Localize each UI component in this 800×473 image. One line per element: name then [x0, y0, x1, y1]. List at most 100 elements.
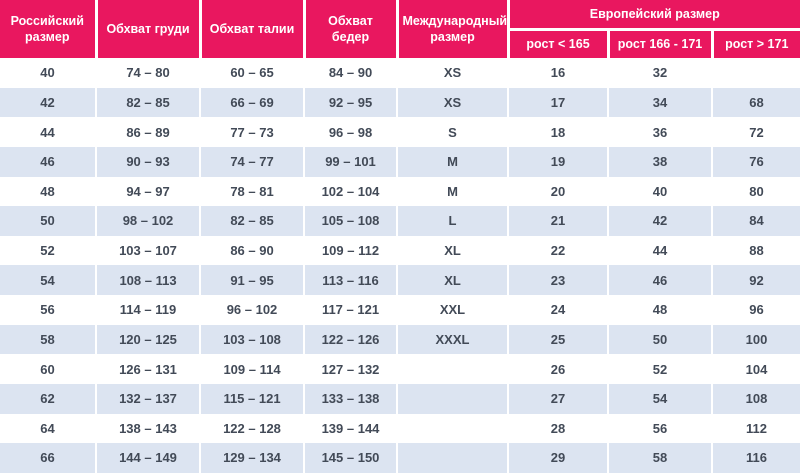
cell-russian-size: 40	[40, 65, 55, 81]
cell-russian-size: 52	[40, 243, 55, 259]
table-body: 40 74 – 80 60 – 65 84 – 90 XS 16 32 42 82 – 85 66…	[0, 58, 800, 473]
table-row: 66 144 – 149 129 – 134 145 – 150 29 58 116	[0, 443, 800, 473]
cell-height-166-171: 56	[607, 413, 712, 444]
cell-international-size: L	[396, 206, 508, 236]
cell-international-size	[396, 443, 508, 473]
cell-international-size: S	[396, 117, 508, 147]
cell-height-gt-171: 88	[711, 235, 800, 266]
cell-russian-size: 50	[40, 213, 55, 229]
cell-height-gt-171: 68	[711, 87, 800, 118]
cell-russian-size: 56	[40, 302, 55, 318]
cell-waist: 91 – 95	[199, 265, 304, 295]
cell-height-lt-165: 17	[507, 87, 608, 118]
cell-russian-size: 64	[40, 420, 55, 436]
cell-height-166-171: 52	[607, 354, 712, 384]
subheader-height-gt-171: рост > 171	[710, 29, 800, 58]
cell-waist: 96 – 102	[199, 295, 304, 325]
table-row: 50 98 – 102 82 – 85 105 – 108 L 21 42 84	[0, 206, 800, 236]
cell-chest: 90 – 93	[95, 146, 200, 177]
cell-height-lt-165: 16	[507, 58, 608, 88]
cell-height-166-171: 42	[607, 206, 712, 236]
cell-height-166-171: 32	[607, 58, 712, 88]
header-waist: Обхват талии	[198, 0, 304, 58]
cell-hips: 113 – 116	[303, 265, 397, 295]
cell-height-gt-171: 100	[711, 324, 800, 355]
cell-international-size: XL	[396, 235, 508, 266]
cell-hips: 133 – 138	[303, 383, 397, 414]
cell-hips: 145 – 150	[303, 443, 397, 473]
table-row: 60 126 – 131 109 – 114 127 – 132 26 52 104	[0, 354, 800, 384]
cell-hips: 109 – 112	[303, 235, 397, 266]
table-row: 64 138 – 143 122 – 128 139 – 144 28 56 112	[0, 413, 800, 444]
cell-chest: 132 – 137	[95, 383, 200, 414]
cell-international-size: M	[396, 176, 508, 207]
cell-waist: 82 – 85	[199, 206, 304, 236]
subheader-height-166-171: рост 166 - 171	[606, 29, 712, 58]
cell-height-166-171: 36	[607, 117, 712, 147]
table-row: 48 94 – 97 78 – 81 102 – 104 M 20 40 80	[0, 176, 800, 207]
cell-height-gt-171: 96	[711, 295, 800, 325]
header-row-main: Российский размер Обхват груди Обхват та…	[0, 0, 800, 58]
cell-russian-size: 62	[40, 391, 55, 407]
cell-waist: 115 – 121	[199, 383, 304, 414]
cell-waist: 109 – 114	[199, 354, 304, 384]
cell-height-lt-165: 27	[507, 383, 608, 414]
cell-chest: 114 – 119	[95, 295, 200, 325]
cell-international-size	[396, 413, 508, 444]
cell-height-166-171: 40	[607, 176, 712, 207]
cell-international-size	[396, 383, 508, 414]
cell-height-lt-165: 26	[507, 354, 608, 384]
cell-international-size: M	[396, 146, 508, 177]
cell-height-lt-165: 21	[507, 206, 608, 236]
cell-hips: 105 – 108	[303, 206, 397, 236]
cell-height-lt-165: 23	[507, 265, 608, 295]
cell-international-size: XS	[396, 58, 508, 88]
cell-height-166-171: 50	[607, 324, 712, 355]
cell-hips: 92 – 95	[303, 87, 397, 118]
cell-height-166-171: 38	[607, 146, 712, 177]
table-row: 62 132 – 137 115 – 121 133 – 138 27 54 108	[0, 383, 800, 414]
header-russian-size: Российский размер	[0, 0, 96, 58]
cell-hips: 102 – 104	[303, 176, 397, 207]
cell-chest: 82 – 85	[95, 87, 200, 118]
cell-chest: 138 – 143	[95, 413, 200, 444]
cell-russian-size: 44	[40, 124, 55, 140]
cell-height-gt-171: 72	[711, 117, 800, 147]
table-row: 40 74 – 80 60 – 65 84 – 90 XS 16 32	[0, 58, 800, 88]
cell-height-lt-165: 19	[507, 146, 608, 177]
header-chest: Обхват груди	[94, 0, 200, 58]
cell-hips: 127 – 132	[303, 354, 397, 384]
cell-height-lt-165: 20	[507, 176, 608, 207]
header-hips: Обхват бедер	[302, 0, 397, 58]
cell-height-gt-171	[711, 58, 800, 88]
cell-waist: 78 – 81	[199, 176, 304, 207]
cell-russian-size: 42	[40, 94, 55, 110]
cell-international-size	[396, 354, 508, 384]
cell-hips: 139 – 144	[303, 413, 397, 444]
cell-hips: 99 – 101	[303, 146, 397, 177]
cell-height-gt-171: 108	[711, 383, 800, 414]
cell-chest: 74 – 80	[95, 58, 200, 88]
cell-chest: 94 – 97	[95, 176, 200, 207]
cell-waist: 86 – 90	[199, 235, 304, 266]
cell-chest: 86 – 89	[95, 117, 200, 147]
cell-hips: 117 – 121	[303, 295, 397, 325]
table-row: 56 114 – 119 96 – 102 117 – 121 XXL 24 48 96	[0, 295, 800, 325]
cell-waist: 60 – 65	[199, 58, 304, 88]
table-header: Российский размер Обхват груди Обхват та…	[0, 0, 800, 58]
cell-russian-size: 48	[40, 183, 55, 199]
cell-height-gt-171: 112	[711, 413, 800, 444]
cell-height-lt-165: 24	[507, 295, 608, 325]
cell-height-lt-165: 22	[507, 235, 608, 266]
cell-chest: 103 – 107	[95, 235, 200, 266]
cell-waist: 122 – 128	[199, 413, 304, 444]
cell-chest: 126 – 131	[95, 354, 200, 384]
cell-height-gt-171: 84	[711, 206, 800, 236]
cell-international-size: XXL	[396, 295, 508, 325]
cell-russian-size: 58	[40, 331, 55, 347]
table-row: 44 86 – 89 77 – 73 96 – 98 S 18 36 72	[0, 117, 800, 147]
subheader-height-lt-165: рост < 165	[506, 29, 608, 58]
cell-waist: 77 – 73	[199, 117, 304, 147]
cell-height-lt-165: 18	[507, 117, 608, 147]
